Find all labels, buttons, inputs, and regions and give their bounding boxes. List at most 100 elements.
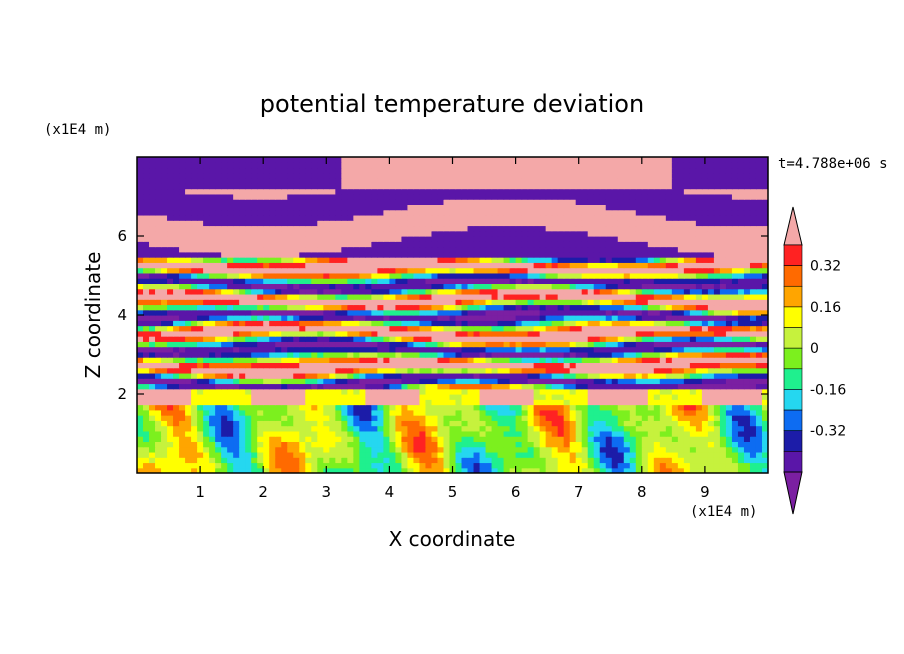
- heatmap-cell: [671, 304, 679, 311]
- heatmap-cell: [425, 404, 433, 411]
- heatmap-cell: [143, 315, 150, 321]
- heatmap-cell: [671, 320, 679, 327]
- heatmap-cell: [221, 320, 228, 327]
- heatmap-cell: [275, 330, 282, 337]
- heatmap-cell: [485, 467, 493, 473]
- heatmap-cell: [491, 436, 499, 442]
- heatmap-cell: [563, 283, 571, 290]
- heatmap-cell: [515, 420, 523, 427]
- heatmap-cell: [605, 362, 613, 369]
- heatmap-cell: [551, 288, 559, 295]
- heatmap-cell: [143, 325, 150, 332]
- heatmap-cell: [155, 309, 162, 316]
- heatmap-cell: [419, 341, 427, 348]
- heatmap-cell: [347, 293, 354, 300]
- heatmap-cell: [341, 357, 348, 363]
- heatmap-cell: [623, 451, 631, 458]
- heatmap-cell: [479, 383, 487, 390]
- heatmap-cell: [155, 257, 162, 263]
- heatmap-cell: [359, 230, 366, 237]
- heatmap-cell: [281, 357, 288, 363]
- heatmap-cell: [323, 241, 330, 248]
- heatmap-cell: [269, 346, 276, 353]
- heatmap-cell: [539, 436, 547, 442]
- heatmap-cell: [299, 409, 306, 416]
- heatmap-cell: [449, 246, 457, 253]
- heatmap-cell: [677, 283, 685, 290]
- heatmap-cell: [173, 425, 180, 432]
- heatmap-cell: [737, 341, 745, 348]
- heatmap-cell: [275, 467, 282, 473]
- heatmap-cell: [365, 430, 372, 437]
- heatmap-cell: [365, 293, 372, 300]
- heatmap-cell: [629, 378, 637, 385]
- heatmap-cell: [443, 399, 451, 406]
- heatmap-cell: [209, 236, 216, 242]
- heatmap-cell: [461, 467, 469, 473]
- heatmap-cell: [221, 430, 228, 437]
- heatmap-cell: [179, 462, 186, 469]
- heatmap-cell: [365, 362, 372, 369]
- heatmap-cell: [287, 267, 294, 274]
- heatmap-cell: [149, 346, 156, 353]
- heatmap-cell: [359, 357, 366, 363]
- heatmap-cell: [677, 362, 685, 369]
- heatmap-cell: [485, 341, 493, 348]
- heatmap-cell: [161, 309, 168, 316]
- heatmap-cell: [431, 388, 439, 395]
- heatmap-cell: [761, 267, 768, 274]
- heatmap-cell: [755, 467, 763, 473]
- heatmap-cell: [557, 262, 565, 269]
- heatmap-cell: [407, 388, 415, 395]
- heatmap-cell: [731, 325, 739, 332]
- heatmap-cell: [293, 330, 300, 337]
- heatmap-cell: [533, 430, 541, 437]
- heatmap-cell: [575, 399, 583, 406]
- heatmap-cell: [731, 357, 739, 363]
- heatmap-cell: [659, 251, 667, 258]
- heatmap-cell: [431, 351, 439, 358]
- heatmap-cell: [755, 230, 763, 237]
- heatmap-cell: [713, 409, 721, 416]
- heatmap-cell: [293, 409, 300, 416]
- heatmap-cell: [731, 430, 739, 437]
- heatmap-cell: [713, 330, 721, 337]
- heatmap-cell: [611, 409, 619, 416]
- heatmap-cell: [677, 278, 685, 284]
- heatmap-cell: [401, 378, 409, 385]
- heatmap-cell: [173, 446, 180, 453]
- heatmap-cell: [719, 420, 727, 427]
- heatmap-cell: [755, 299, 763, 306]
- heatmap-cell: [461, 409, 469, 416]
- heatmap-cell: [161, 451, 168, 458]
- heatmap-cell: [575, 336, 583, 342]
- heatmap-cell: [533, 236, 541, 242]
- heatmap-cell: [239, 441, 246, 448]
- heatmap-cell: [755, 283, 763, 290]
- heatmap-cell: [731, 383, 739, 390]
- heatmap-cell: [575, 262, 583, 269]
- heatmap-cell: [671, 446, 679, 453]
- heatmap-cell: [653, 336, 661, 342]
- heatmap-cell: [197, 367, 204, 374]
- heatmap-cell: [413, 293, 421, 300]
- heatmap-cell: [725, 394, 733, 400]
- heatmap-cell: [323, 404, 330, 411]
- heatmap-cell: [599, 299, 607, 306]
- heatmap-cell: [383, 246, 390, 253]
- heatmap-cell: [659, 288, 667, 295]
- heatmap-cell: [695, 320, 703, 327]
- heatmap-cell: [389, 446, 397, 453]
- heatmap-cell: [467, 436, 475, 442]
- heatmap-cell: [665, 420, 673, 427]
- heatmap-cell: [485, 351, 493, 358]
- heatmap-cell: [221, 246, 228, 253]
- heatmap-cell: [245, 330, 252, 337]
- heatmap-cell: [419, 225, 427, 232]
- heatmap-cell: [719, 457, 727, 464]
- heatmap-cell: [605, 399, 613, 406]
- heatmap-cell: [341, 436, 348, 442]
- heatmap-cell: [167, 236, 174, 242]
- heatmap-cell: [275, 246, 282, 253]
- heatmap-cell: [701, 409, 709, 416]
